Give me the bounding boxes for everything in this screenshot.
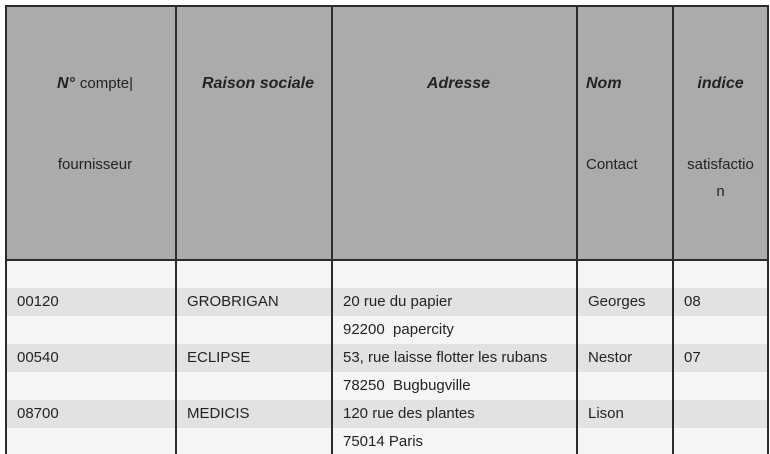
index-cell[interactable]: 08 [672, 288, 769, 316]
company-cell[interactable]: ECLIPSE [175, 344, 333, 372]
header-address-label: Adresse [426, 75, 491, 92]
company-cell[interactable]: MEDICIS [175, 400, 333, 428]
empty-cell[interactable] [175, 372, 333, 400]
empty-cell[interactable] [576, 428, 674, 454]
address-line1-cell[interactable]: 120 rue des plantes [331, 400, 578, 428]
address-line2-cell[interactable]: 75014 Paris [331, 428, 578, 454]
index-cell[interactable] [672, 400, 769, 428]
supplier-row-line1: 08700 MEDICIS 120 rue des plantes Lison [5, 400, 769, 428]
header-account-bold-label: N° [56, 75, 75, 92]
account-cell[interactable]: 08700 [5, 400, 177, 428]
empty-row [5, 260, 769, 288]
index-cell[interactable]: 07 [672, 344, 769, 372]
supplier-row-line2: 75014 Paris [5, 428, 769, 454]
header-company-cell[interactable]: Raison sociale [175, 6, 333, 261]
empty-cell[interactable] [672, 260, 769, 288]
contact-cell[interactable]: Georges [576, 288, 674, 316]
address-line2-cell[interactable]: 92200 papercity [331, 316, 578, 344]
header-index-line2: satisfaction [687, 156, 754, 200]
empty-cell[interactable] [175, 260, 333, 288]
empty-cell[interactable] [672, 372, 769, 400]
empty-cell[interactable] [576, 260, 674, 288]
empty-cell[interactable] [5, 372, 177, 400]
header-contact-cell[interactable]: Nom Contact [576, 6, 674, 261]
contact-cell[interactable]: Lison [576, 400, 674, 428]
address-line2-cell[interactable]: 78250 Bugbugville [331, 372, 578, 400]
empty-cell[interactable] [175, 428, 333, 454]
header-company-label: Raison sociale [201, 75, 315, 92]
account-cell[interactable]: 00120 [5, 288, 177, 316]
empty-cell[interactable] [175, 316, 333, 344]
text-cursor: | [129, 75, 134, 92]
header-contact-line1: Nom [586, 75, 622, 92]
company-cell[interactable]: GROBRIGAN [175, 288, 333, 316]
supplier-row-line1: 00120 GROBRIGAN 20 rue du papier Georges… [5, 288, 769, 316]
supplier-row-line2: 92200 papercity [5, 316, 769, 344]
empty-cell[interactable] [672, 428, 769, 454]
empty-cell[interactable] [5, 260, 177, 288]
header-address-cell[interactable]: Adresse [331, 6, 578, 261]
table-header-row: N° compte| fournisseur Raison sociale Adr… [5, 6, 769, 261]
suppliers-table: N° compte| fournisseur Raison sociale Adr… [5, 5, 769, 454]
empty-cell[interactable] [5, 316, 177, 344]
empty-cell[interactable] [672, 316, 769, 344]
header-account-line2: fournisseur [57, 156, 133, 173]
empty-cell[interactable] [5, 428, 177, 454]
contact-cell[interactable]: Nestor [576, 344, 674, 372]
account-cell[interactable]: 00540 [5, 344, 177, 372]
address-line1-cell[interactable]: 20 rue du papier [331, 288, 578, 316]
header-index-line1: indice [697, 75, 744, 92]
supplier-row-line1: 00540 ECLIPSE 53, rue laisse flotter les… [5, 344, 769, 372]
supplier-row-line2: 78250 Bugbugville [5, 372, 769, 400]
empty-cell[interactable] [576, 372, 674, 400]
header-account-cell[interactable]: N° compte| fournisseur [5, 6, 177, 261]
header-index-cell[interactable]: indice satisfaction [672, 6, 769, 261]
empty-cell[interactable] [576, 316, 674, 344]
header-account-line1: N° compte| [17, 70, 173, 97]
address-line1-cell[interactable]: 53, rue laisse flotter les rubans [331, 344, 578, 372]
empty-cell[interactable] [331, 260, 578, 288]
header-contact-line2: Contact [586, 156, 638, 173]
header-account-regular-label: compte [79, 75, 130, 92]
